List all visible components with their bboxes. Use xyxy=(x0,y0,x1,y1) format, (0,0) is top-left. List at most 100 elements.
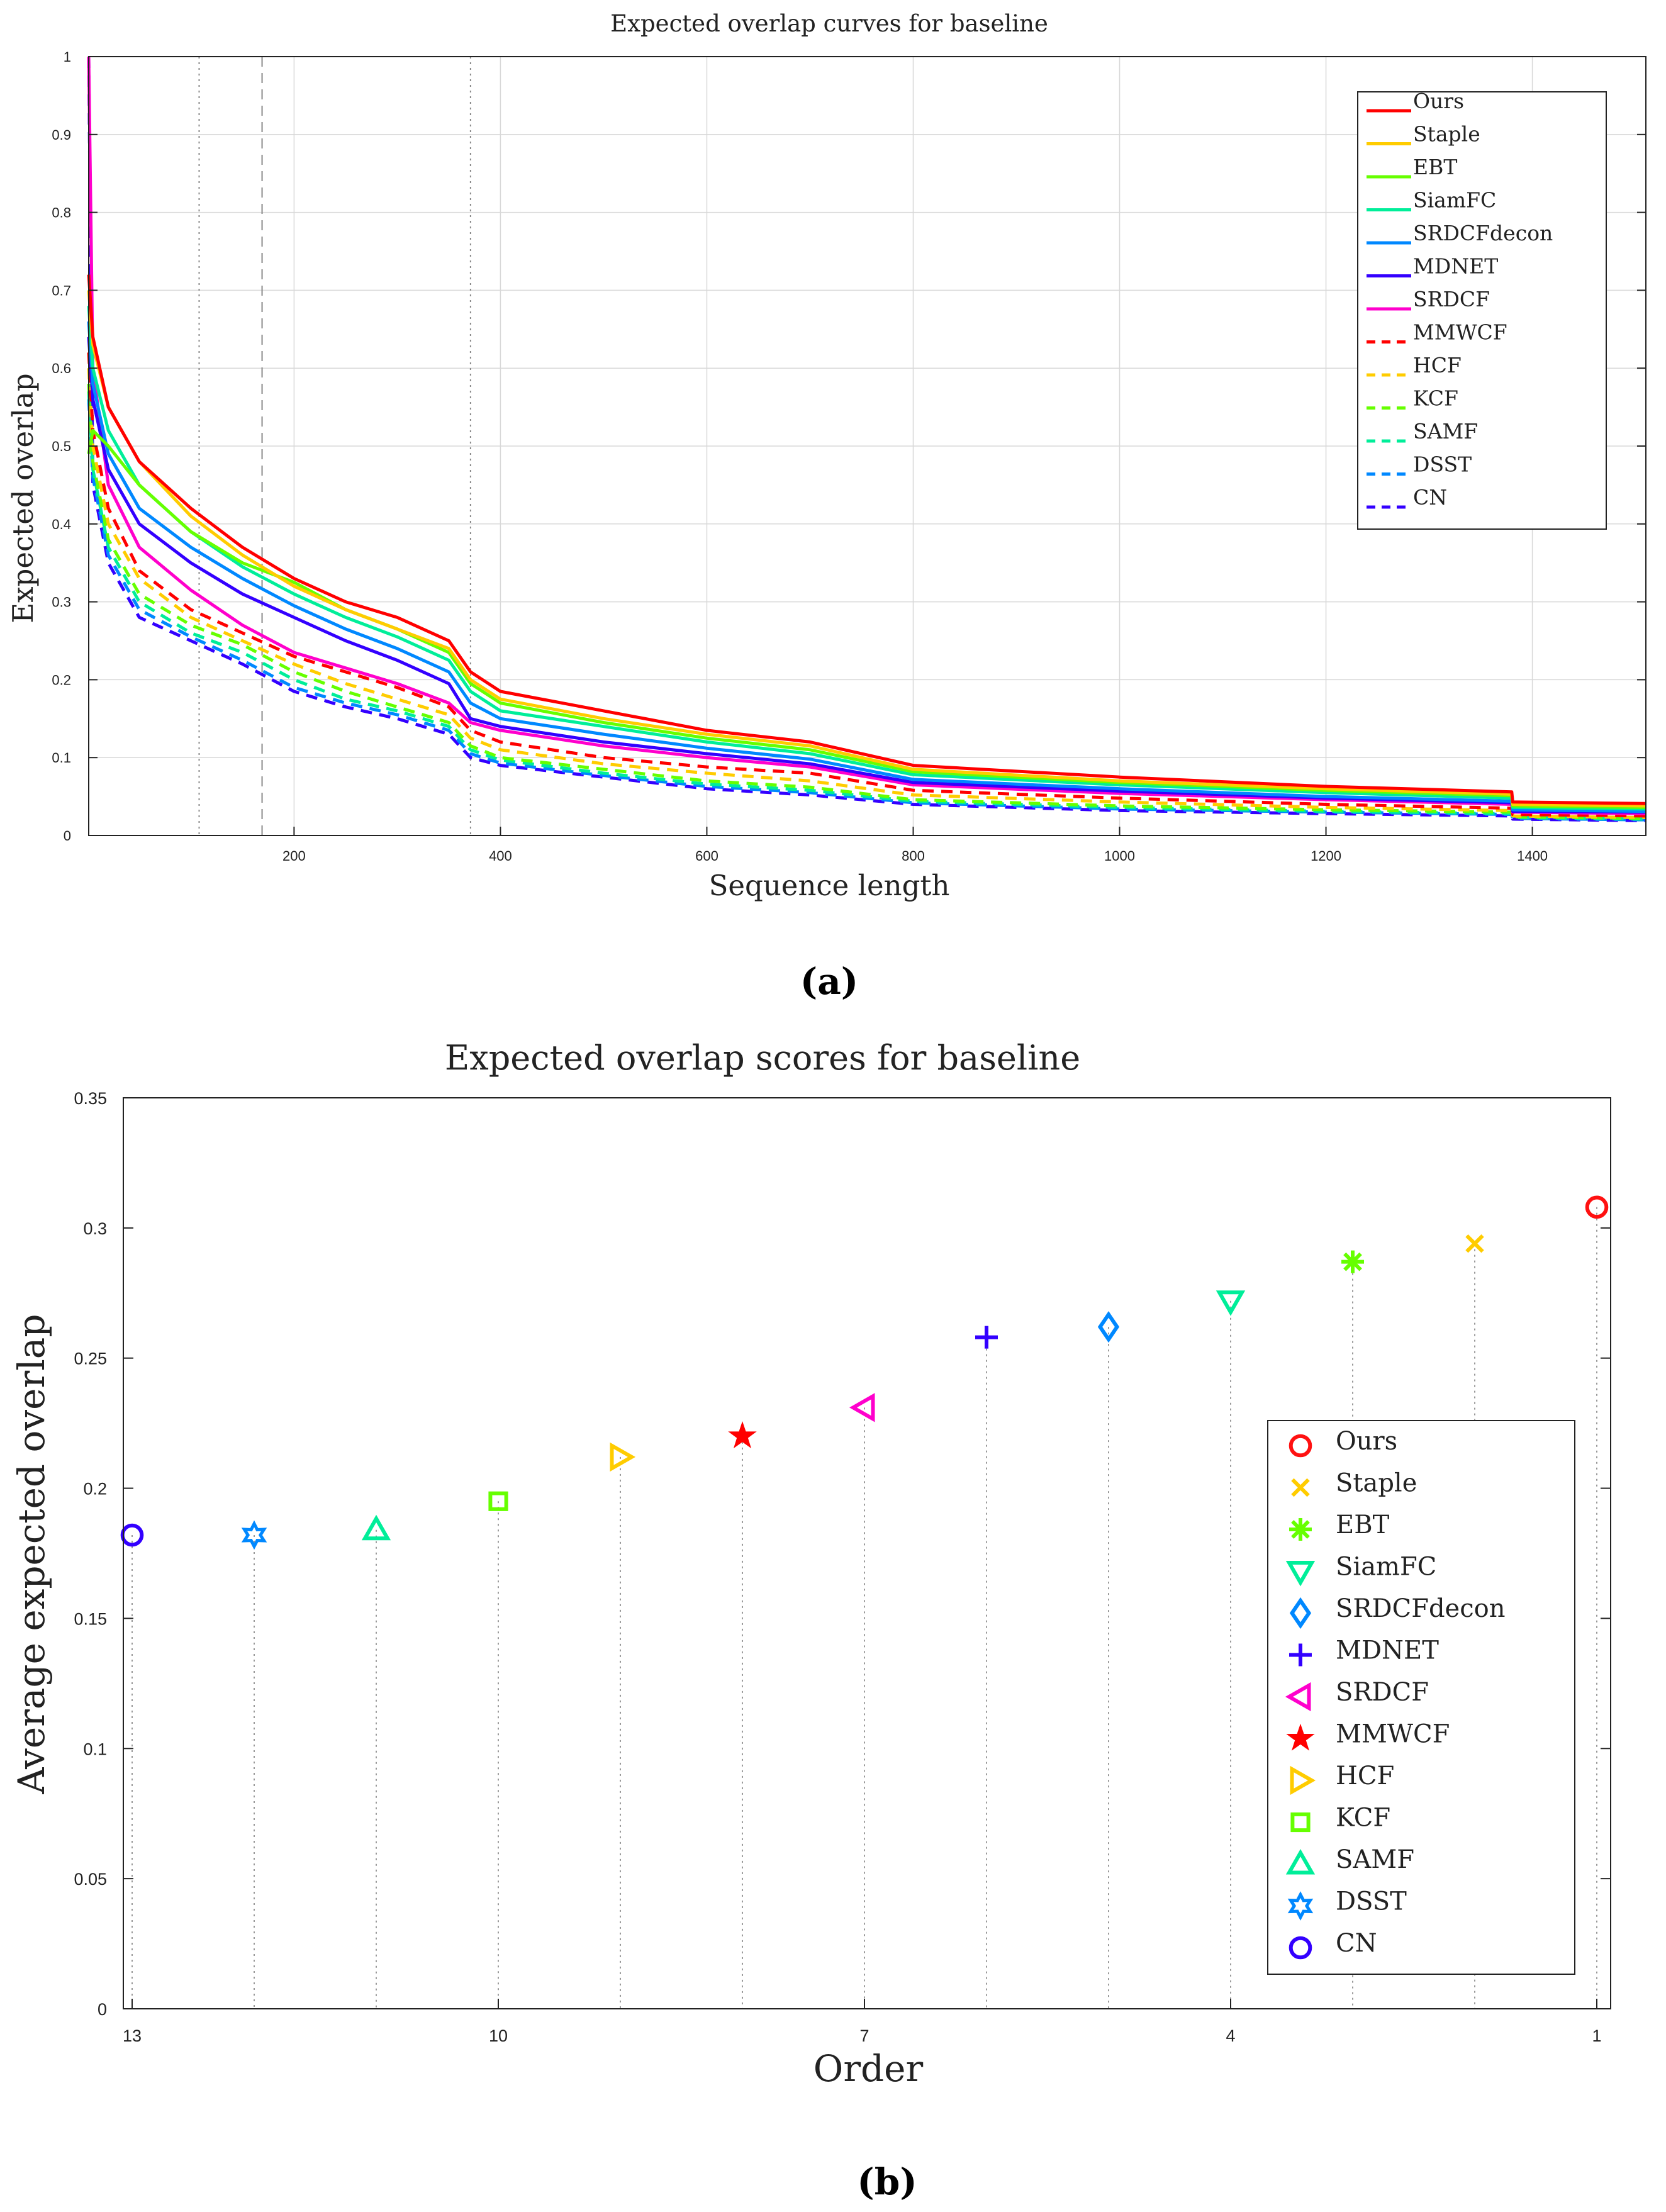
chart-a-ticks: 200 400 600 800 1000 1200 1400 0 0.1 0.2 0.3 0.4 0.5… xyxy=(52,49,1646,864)
tick-label-x-200: 200 xyxy=(282,848,306,864)
legend-marker-mdnet xyxy=(1289,1643,1312,1667)
tick-label-y-0.05: 0.05 xyxy=(74,1870,107,1889)
point-dsst xyxy=(241,1520,267,1550)
tick-label-y-0.6: 0.6 xyxy=(52,360,71,376)
point-staple xyxy=(1465,1234,1484,1253)
legend-marker-hcf xyxy=(1290,1765,1316,1796)
legend-label-dsst: DSST xyxy=(1336,1887,1407,1916)
legend-label-ebt: EBT xyxy=(1413,155,1457,179)
legend-label-staple: Staple xyxy=(1336,1469,1417,1498)
tick-label-y-0.8: 0.8 xyxy=(52,205,71,221)
legend-marker-mmwcf xyxy=(1286,1723,1315,1751)
point-cn xyxy=(120,1523,144,1547)
point-ours xyxy=(1585,1195,1609,1219)
point-hcf xyxy=(610,1442,636,1472)
tick-label-x-13: 13 xyxy=(123,2026,142,2045)
series-line-srdcf xyxy=(87,56,1646,815)
series-line-staple xyxy=(87,290,1646,808)
tick-label-y-0: 0 xyxy=(64,828,71,844)
legend-label-ours: Ours xyxy=(1336,1427,1397,1456)
legend-marker-srdcfdecon xyxy=(1289,1597,1312,1629)
legend-label-mdnet: MDNET xyxy=(1336,1636,1439,1665)
legend-marker-dsst xyxy=(1287,1891,1314,1921)
chart-a-caption: (a) xyxy=(800,960,858,1003)
legend-label-srdcfdecon: SRDCFdecon xyxy=(1336,1594,1505,1623)
tick-label-y-0.25: 0.25 xyxy=(74,1349,107,1368)
legend-label-hcf: HCF xyxy=(1413,353,1462,377)
series-line-mmwcf xyxy=(87,352,1646,818)
legend-marker-ebt xyxy=(1289,1518,1312,1541)
legend-label-mdnet: MDNET xyxy=(1413,254,1498,279)
legend-marker-cn xyxy=(1289,1936,1312,1960)
legend-marker-ours xyxy=(1289,1434,1312,1458)
series-line-dsst xyxy=(87,399,1646,822)
tick-label-x-600: 600 xyxy=(695,848,718,864)
chart-b-title: Expected overlap scores for baseline xyxy=(445,1038,1080,1078)
chart-a-series xyxy=(87,56,1646,822)
legend-label-staple: Staple xyxy=(1413,122,1480,147)
chart-a-ylabel: Expected overlap xyxy=(6,373,40,623)
legend-label-mmwcf: MMWCF xyxy=(1336,1720,1450,1749)
legend-marker-siamfc xyxy=(1285,1561,1316,1587)
chart-a-xlabel: Sequence length xyxy=(709,869,950,902)
tick-label-x-1200: 1200 xyxy=(1311,848,1341,864)
series-line-mdnet xyxy=(87,337,1646,814)
point-mmwcf xyxy=(728,1421,757,1449)
legend-label-srdcfdecon: SRDCFdecon xyxy=(1413,221,1553,245)
series-line-kcf xyxy=(87,383,1646,820)
legend-label-siamfc: SiamFC xyxy=(1413,188,1496,213)
point-ebt xyxy=(1341,1250,1364,1273)
tick-label-x-4: 4 xyxy=(1226,2026,1235,2045)
legend-label-samf: SAMF xyxy=(1413,419,1478,444)
tick-label-y-0.2: 0.2 xyxy=(83,1480,107,1499)
chart-a-legend: Ours Staple EBT SiamFC SRDCFdecon MDNET SRDCF M… xyxy=(1357,89,1607,530)
series-line-ours xyxy=(87,274,1646,805)
legend-label-ours: Ours xyxy=(1413,89,1464,113)
tick-label-x-1000: 1000 xyxy=(1104,848,1135,864)
tick-label-y-1: 1 xyxy=(64,49,71,65)
chart-b-ticks: 13 10 7 4 100.050.10.150.20.250.30.35 xyxy=(74,1089,1611,2045)
legend-label-cn: CN xyxy=(1336,1929,1377,1958)
tick-label-y-0.3: 0.3 xyxy=(52,595,71,610)
legend-marker-kcf xyxy=(1290,1812,1311,1833)
point-siamfc xyxy=(1216,1290,1246,1316)
tick-label-y-0.15: 0.15 xyxy=(74,1609,107,1628)
chart-b-legend: Ours Staple EBT SiamFC SRDCFdecon MDNET SRDCF M… xyxy=(1267,1420,1575,1975)
legend-label-mmwcf: MMWCF xyxy=(1413,320,1507,345)
series-line-cn xyxy=(87,56,1646,822)
chart-b-xlabel: Order xyxy=(813,2047,924,2090)
point-samf xyxy=(361,1514,391,1541)
legend-marker-srdcf xyxy=(1285,1682,1311,1712)
tick-label-y-0.1: 0.1 xyxy=(52,750,71,766)
chart-b-ylabel: Average expected overlap xyxy=(10,1314,53,1795)
legend-label-hcf: HCF xyxy=(1336,1762,1394,1790)
tick-label-y-0: 0 xyxy=(98,2000,107,2019)
point-kcf xyxy=(488,1491,508,1511)
point-srdcfdecon xyxy=(1097,1310,1120,1343)
chart-b-axes-box xyxy=(123,1097,1611,2009)
tick-label-x-10: 10 xyxy=(489,2026,508,2045)
panel-b-expected-overlap-scores: Expected overlap scores for baseline 13 1… xyxy=(10,1038,1611,2203)
legend-marker-samf xyxy=(1285,1848,1316,1875)
legend-label-ebt: EBT xyxy=(1336,1511,1390,1539)
tick-label-y-0.5: 0.5 xyxy=(52,438,71,454)
panel-a-expected-overlap-curves: Expected overlap curves for baseline 200… xyxy=(6,10,1646,1003)
chart-b-caption: (b) xyxy=(857,2160,917,2203)
tick-label-y-0.1: 0.1 xyxy=(83,1740,107,1758)
legend-label-kcf: KCF xyxy=(1413,386,1458,411)
tick-label-y-0.35: 0.35 xyxy=(74,1089,107,1108)
tick-label-y-0.7: 0.7 xyxy=(52,282,71,298)
legend-label-srdcf: SRDCF xyxy=(1413,287,1490,311)
series-line-hcf xyxy=(87,368,1646,819)
tick-label-y-0.2: 0.2 xyxy=(52,672,71,688)
legend-label-srdcf: SRDCF xyxy=(1336,1678,1429,1707)
tick-label-x-400: 400 xyxy=(489,848,512,864)
tick-label-x-1: 1 xyxy=(1592,2026,1601,2045)
legend-label-dsst: DSST xyxy=(1413,452,1472,477)
tick-label-x-7: 7 xyxy=(859,2026,869,2045)
chart-b-stems xyxy=(131,1207,1597,2009)
legend-box xyxy=(1267,1420,1575,1975)
legend-label-siamfc: SiamFC xyxy=(1336,1553,1436,1582)
tick-label-x-800: 800 xyxy=(902,848,925,864)
